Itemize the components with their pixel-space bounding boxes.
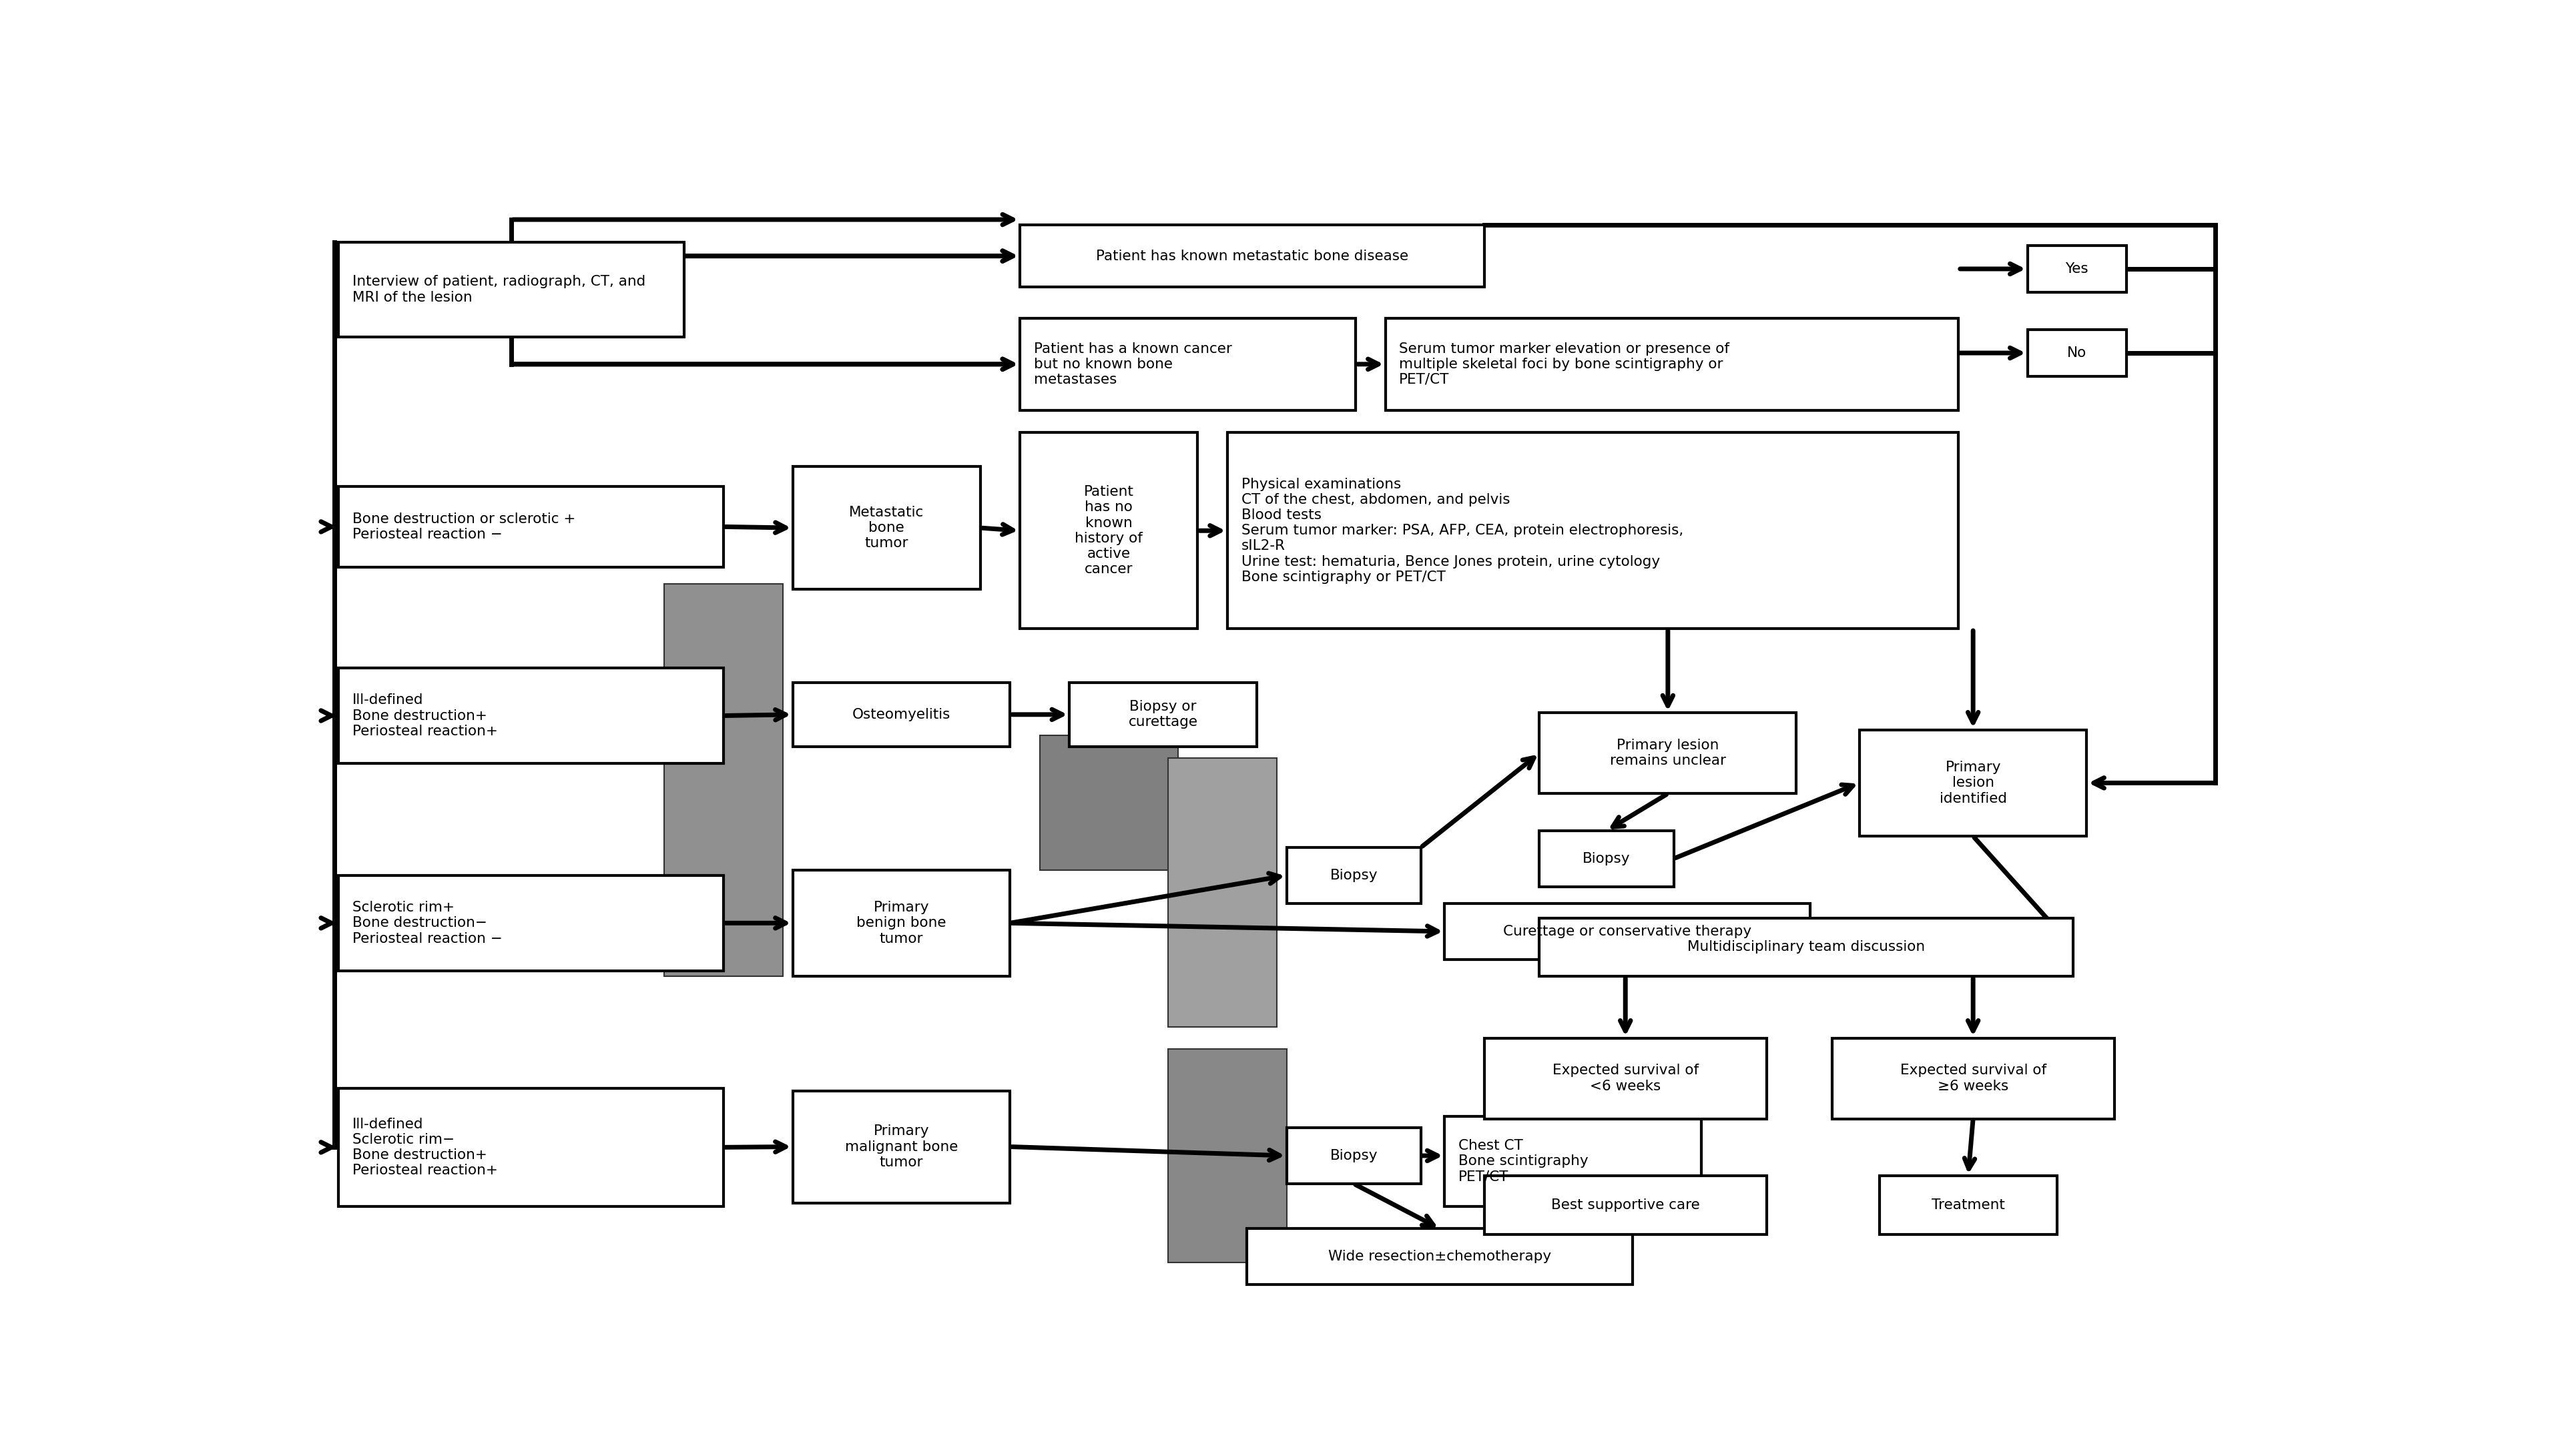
- Text: Biopsy: Biopsy: [1331, 1149, 1376, 1162]
- Text: Ill-defined
Sclerotic rim−
Bone destruction+
Periosteal reaction+: Ill-defined Sclerotic rim− Bone destruct…: [352, 1117, 497, 1178]
- Text: Patient has known metastatic bone disease: Patient has known metastatic bone diseas…: [1096, 249, 1407, 262]
- Text: Serum tumor marker elevation or presence of
multiple skeletal foci by bone scint: Serum tumor marker elevation or presence…: [1399, 342, 1731, 386]
- Text: Metastatic
bone
tumor: Metastatic bone tumor: [849, 505, 925, 550]
- Text: No: No: [2067, 347, 2088, 360]
- Text: Chest CT
Bone scintigraphy
PET/CT: Chest CT Bone scintigraphy PET/CT: [1458, 1139, 1588, 1184]
- FancyBboxPatch shape: [1540, 713, 1797, 794]
- Text: Expected survival of
<6 weeks: Expected survival of <6 weeks: [1552, 1064, 1698, 1093]
- FancyBboxPatch shape: [1020, 226, 1484, 287]
- FancyBboxPatch shape: [1833, 1038, 2113, 1118]
- Text: Biopsy: Biopsy: [1331, 869, 1376, 882]
- FancyBboxPatch shape: [339, 668, 724, 763]
- FancyBboxPatch shape: [1167, 757, 1277, 1026]
- FancyBboxPatch shape: [1287, 1127, 1420, 1184]
- FancyBboxPatch shape: [793, 683, 1009, 747]
- FancyBboxPatch shape: [1540, 919, 2072, 977]
- Text: Osteomyelitis: Osteomyelitis: [851, 708, 951, 721]
- FancyBboxPatch shape: [1229, 432, 1958, 629]
- FancyBboxPatch shape: [1445, 1117, 1703, 1206]
- Text: Wide resection±chemotherapy: Wide resection±chemotherapy: [1328, 1249, 1552, 1264]
- Text: Curettage or conservative therapy: Curettage or conservative therapy: [1504, 925, 1751, 938]
- Text: Bone destruction or sclerotic +
Periosteal reaction −: Bone destruction or sclerotic + Perioste…: [352, 513, 576, 542]
- Text: Treatment: Treatment: [1932, 1198, 2006, 1211]
- FancyBboxPatch shape: [1020, 432, 1198, 629]
- FancyBboxPatch shape: [1246, 1229, 1631, 1284]
- Text: Multidisciplinary team discussion: Multidisciplinary team discussion: [1687, 941, 1924, 954]
- FancyBboxPatch shape: [1040, 735, 1178, 869]
- Text: Biopsy or
curettage: Biopsy or curettage: [1129, 700, 1198, 729]
- Text: Ill-defined
Bone destruction+
Periosteal reaction+: Ill-defined Bone destruction+ Periosteal…: [352, 693, 497, 738]
- FancyBboxPatch shape: [1484, 1176, 1766, 1235]
- Text: Primary
malignant bone
tumor: Primary malignant bone tumor: [844, 1124, 958, 1169]
- FancyBboxPatch shape: [1879, 1176, 2057, 1235]
- FancyBboxPatch shape: [793, 466, 981, 590]
- Text: Yes: Yes: [2065, 262, 2088, 275]
- Text: Physical examinations
CT of the chest, abdomen, and pelvis
Blood tests
Serum tum: Physical examinations CT of the chest, a…: [1241, 478, 1682, 584]
- Text: Patient
has no
known
history of
active
cancer: Patient has no known history of active c…: [1076, 485, 1142, 577]
- Text: Sclerotic rim+
Bone destruction−
Periosteal reaction −: Sclerotic rim+ Bone destruction− Periost…: [352, 901, 502, 945]
- FancyBboxPatch shape: [793, 1091, 1009, 1203]
- FancyBboxPatch shape: [1861, 729, 2088, 836]
- FancyBboxPatch shape: [1387, 319, 1958, 411]
- FancyBboxPatch shape: [665, 584, 783, 977]
- FancyBboxPatch shape: [1287, 847, 1420, 903]
- FancyBboxPatch shape: [339, 1089, 724, 1206]
- Text: Primary
benign bone
tumor: Primary benign bone tumor: [856, 901, 946, 945]
- Text: Biopsy: Biopsy: [1583, 852, 1631, 865]
- Text: Interview of patient, radiograph, CT, and
MRI of the lesion: Interview of patient, radiograph, CT, an…: [352, 275, 645, 304]
- Text: Primary lesion
remains unclear: Primary lesion remains unclear: [1611, 738, 1726, 767]
- FancyBboxPatch shape: [1540, 830, 1675, 887]
- FancyBboxPatch shape: [1071, 683, 1257, 747]
- FancyBboxPatch shape: [1484, 1038, 1766, 1118]
- Text: Best supportive care: Best supportive care: [1550, 1198, 1700, 1211]
- FancyBboxPatch shape: [1020, 319, 1356, 411]
- FancyBboxPatch shape: [1167, 1050, 1287, 1262]
- Text: Patient has a known cancer
but no known bone
metastases: Patient has a known cancer but no known …: [1035, 342, 1231, 386]
- FancyBboxPatch shape: [339, 875, 724, 971]
- FancyBboxPatch shape: [793, 869, 1009, 977]
- Text: Expected survival of
≥6 weeks: Expected survival of ≥6 weeks: [1899, 1064, 2047, 1093]
- FancyBboxPatch shape: [339, 486, 724, 566]
- FancyBboxPatch shape: [1445, 903, 1810, 960]
- Text: Primary
lesion
identified: Primary lesion identified: [1940, 761, 2006, 805]
- FancyBboxPatch shape: [339, 242, 683, 338]
- FancyBboxPatch shape: [2026, 329, 2126, 377]
- FancyBboxPatch shape: [2026, 246, 2126, 293]
